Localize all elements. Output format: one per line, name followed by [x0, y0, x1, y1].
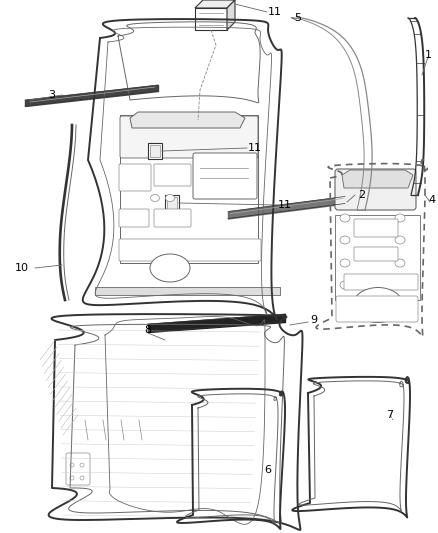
Ellipse shape [340, 236, 350, 244]
Text: 11: 11 [248, 143, 262, 153]
Ellipse shape [150, 254, 190, 282]
FancyBboxPatch shape [336, 296, 418, 322]
FancyBboxPatch shape [167, 197, 177, 209]
Text: 4: 4 [428, 195, 435, 205]
Ellipse shape [124, 210, 132, 216]
Ellipse shape [138, 210, 146, 216]
FancyBboxPatch shape [154, 164, 191, 186]
Ellipse shape [125, 241, 135, 249]
Text: 5: 5 [294, 13, 301, 23]
FancyBboxPatch shape [354, 219, 398, 237]
FancyBboxPatch shape [150, 145, 160, 157]
Ellipse shape [138, 165, 146, 171]
Ellipse shape [166, 195, 174, 201]
FancyBboxPatch shape [335, 215, 420, 300]
Text: 7: 7 [386, 410, 394, 420]
Ellipse shape [340, 214, 350, 222]
Text: 11: 11 [278, 200, 292, 210]
FancyBboxPatch shape [335, 169, 416, 210]
FancyBboxPatch shape [193, 153, 257, 199]
Ellipse shape [395, 281, 405, 289]
Polygon shape [195, 0, 235, 8]
Polygon shape [130, 112, 245, 128]
Text: 10: 10 [15, 263, 29, 273]
Text: 9: 9 [310, 315, 317, 325]
Bar [195, 8, 227, 30]
FancyBboxPatch shape [120, 116, 258, 158]
Ellipse shape [151, 195, 159, 201]
Ellipse shape [340, 281, 350, 289]
Text: 8: 8 [145, 325, 152, 335]
FancyBboxPatch shape [66, 453, 90, 485]
Ellipse shape [395, 214, 405, 222]
Ellipse shape [124, 165, 132, 171]
FancyBboxPatch shape [148, 143, 162, 159]
Text: 1: 1 [424, 50, 431, 60]
Text: 3: 3 [49, 90, 56, 100]
FancyBboxPatch shape [344, 274, 418, 290]
Ellipse shape [196, 165, 204, 171]
Text: 2: 2 [358, 190, 365, 200]
Polygon shape [227, 0, 235, 30]
FancyBboxPatch shape [119, 209, 149, 227]
FancyBboxPatch shape [354, 247, 398, 261]
Ellipse shape [181, 165, 189, 171]
Text: 11: 11 [268, 7, 282, 17]
Ellipse shape [353, 287, 403, 322]
FancyBboxPatch shape [119, 239, 261, 261]
FancyBboxPatch shape [165, 195, 179, 211]
FancyBboxPatch shape [120, 115, 258, 263]
Ellipse shape [340, 259, 350, 267]
FancyBboxPatch shape [154, 209, 191, 227]
Ellipse shape [138, 180, 146, 186]
Ellipse shape [395, 259, 405, 267]
FancyBboxPatch shape [95, 287, 280, 295]
FancyBboxPatch shape [119, 164, 151, 191]
Ellipse shape [395, 236, 405, 244]
Text: 6: 6 [265, 465, 272, 475]
Ellipse shape [124, 180, 132, 186]
Polygon shape [342, 170, 413, 188]
